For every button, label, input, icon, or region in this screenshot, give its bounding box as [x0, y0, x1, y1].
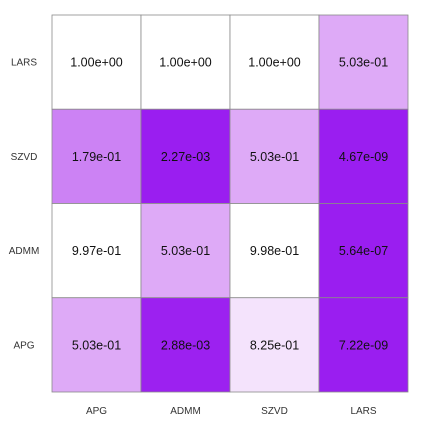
heatmap-cell-lars-szvd	[229, 14, 320, 110]
x-tick-label: ADMM	[170, 406, 201, 417]
heatmap-cell-szvd-apg	[51, 108, 142, 204]
cell-value-label: 8.25e-01	[250, 338, 299, 352]
cell-value-label: 5.64e-07	[339, 244, 388, 258]
cell-value-label: 4.67e-09	[339, 150, 388, 164]
cell-value-label: 5.03e-01	[72, 338, 121, 352]
cell-labels-layer: 1.00e+00 1.00e+00 1.00e+00 5.03e-01 1.79e-01…	[70, 56, 388, 353]
heatmap-cell-szvd-admm	[140, 108, 231, 204]
y-tick-label: APG	[13, 340, 34, 351]
cell-value-label: 1.00e+00	[159, 56, 212, 70]
cell-value-label: 1.79e-01	[72, 150, 121, 164]
heatmap-cell-lars-lars	[318, 14, 409, 110]
heatmap-cell-lars-apg	[51, 14, 142, 110]
cell-value-label: 5.03e-01	[250, 150, 299, 164]
cell-value-label: 1.00e+00	[248, 56, 301, 70]
y-tick-label: ADMM	[9, 246, 40, 257]
cell-value-label: 7.22e-09	[339, 338, 388, 352]
cell-value-label: 2.88e-03	[161, 338, 210, 352]
cell-value-label: 5.03e-01	[161, 244, 210, 258]
y-tick-labels: LARS SZVD ADMM APG	[9, 58, 40, 352]
y-tick-label: SZVD	[11, 152, 38, 163]
heatmap-cell-apg-lars	[318, 297, 409, 393]
heatmap-cell-apg-apg	[51, 297, 142, 393]
cell-value-label: 1.00e+00	[70, 56, 123, 70]
y-tick-label: LARS	[11, 58, 37, 69]
cell-value-label: 5.03e-01	[339, 56, 388, 70]
cell-value-label: 9.98e-01	[250, 244, 299, 258]
cells-layer	[51, 14, 409, 393]
cell-value-label: 2.27e-03	[161, 150, 210, 164]
heatmap-cell-szvd-lars	[318, 108, 409, 204]
heatmap-cell-apg-szvd	[229, 297, 320, 393]
heatmap-cell-lars-admm	[140, 14, 231, 110]
heatmap-cell-admm-lars	[318, 203, 409, 299]
heatmap-cell-apg-admm	[140, 297, 231, 393]
x-tick-label: SZVD	[261, 406, 288, 417]
x-tick-label: APG	[86, 406, 107, 417]
x-tick-labels: APG ADMM SZVD LARS	[86, 406, 377, 417]
x-tick-label: LARS	[350, 406, 376, 417]
heatmap-cell-admm-admm	[140, 203, 231, 299]
cell-value-label: 9.97e-01	[72, 244, 121, 258]
